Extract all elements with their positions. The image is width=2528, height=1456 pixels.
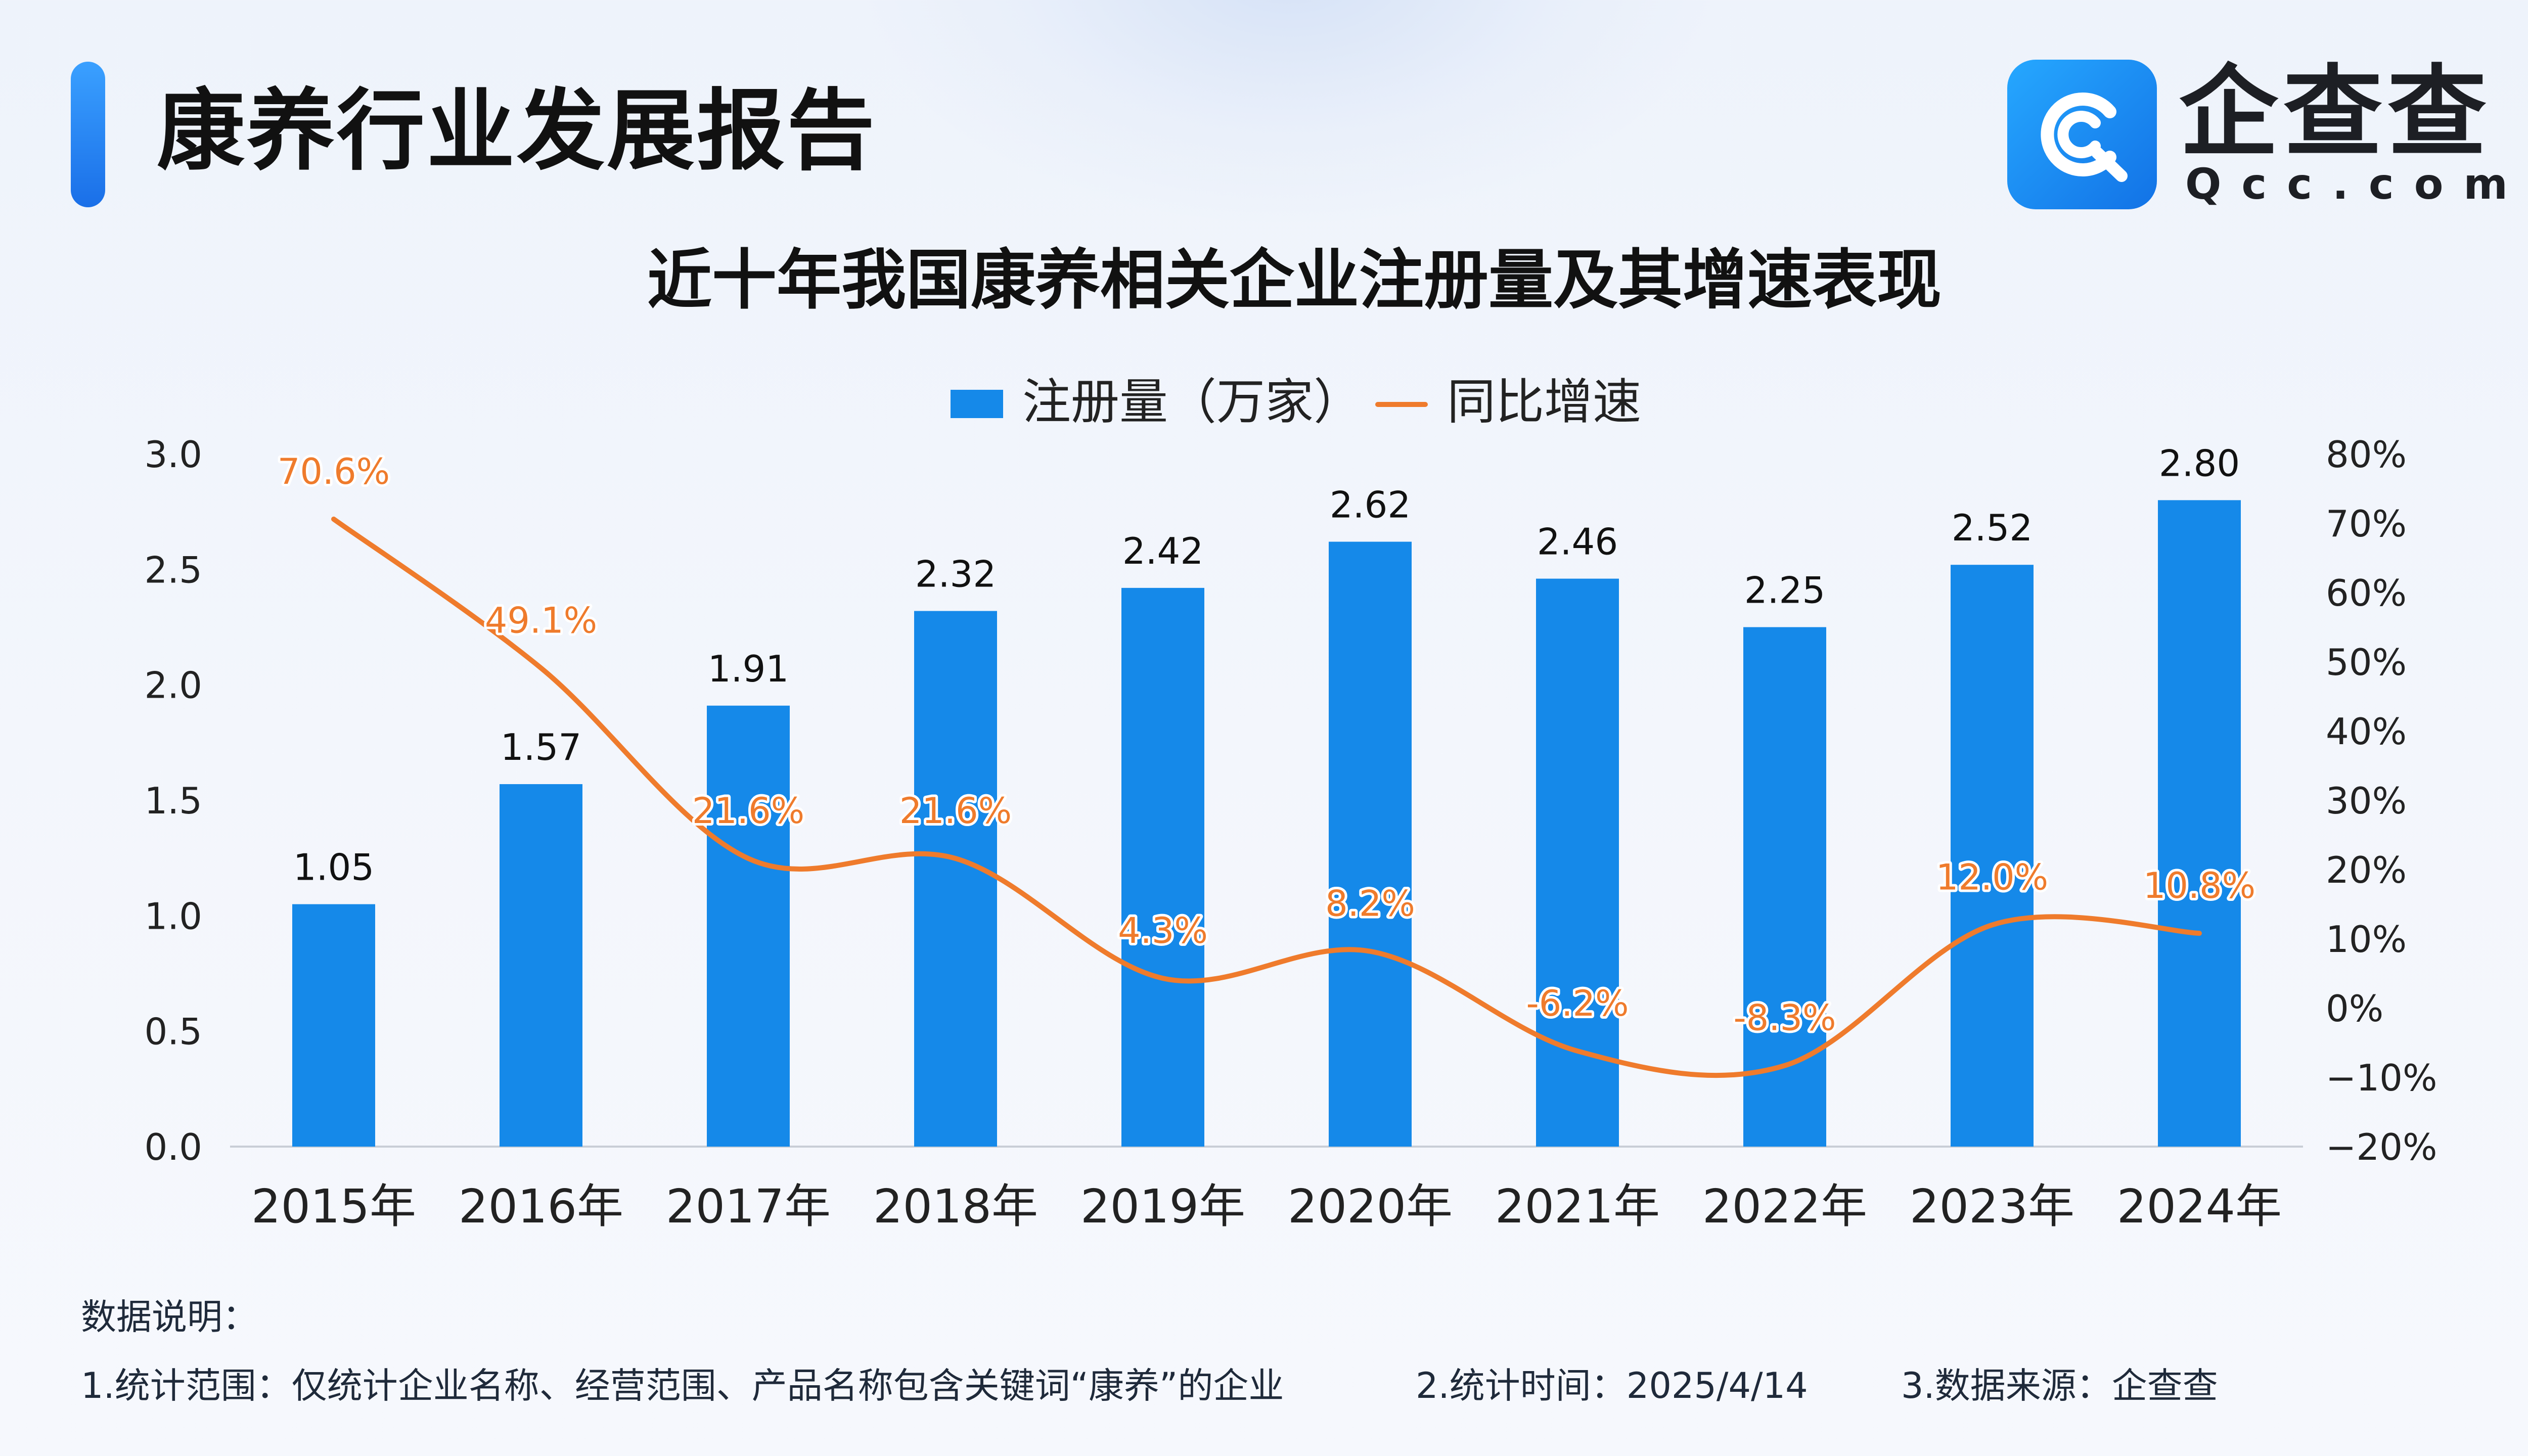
x-tick-label: 2016年 — [459, 1179, 623, 1234]
bar — [1329, 541, 1412, 1147]
note-source: 3.数据来源：企查查 — [1901, 1365, 2218, 1406]
bar-value-label: 1.05 — [293, 846, 374, 889]
growth-rate-label: 4.3% — [1118, 910, 1208, 951]
x-tick-label: 2021年 — [1495, 1179, 1660, 1234]
bar-value-label: 1.57 — [501, 726, 581, 768]
y-right-tick-label: 70% — [2326, 503, 2407, 545]
y-right-tick-label: 60% — [2326, 572, 2407, 614]
bar — [707, 705, 790, 1147]
growth-rate-label: 49.1% — [485, 600, 597, 641]
legend-line-swatch — [1375, 402, 1428, 407]
x-tick-label: 2017年 — [666, 1179, 831, 1234]
y-right-tick-label: 30% — [2326, 780, 2407, 822]
page-title: 康养行业发展报告 — [157, 80, 877, 183]
bar — [1536, 578, 1619, 1147]
x-tick-label: 2022年 — [1702, 1179, 1867, 1234]
growth-rate-label: 21.6% — [899, 790, 1012, 832]
y-left-tick-label: 1.5 — [144, 780, 202, 822]
bar-value-label: 2.25 — [1744, 569, 1825, 612]
x-tick-label: 2018年 — [873, 1179, 1038, 1234]
y-left-tick-label: 2.0 — [144, 664, 202, 707]
y-right-tick-label: 20% — [2326, 849, 2407, 891]
bar — [914, 611, 997, 1147]
bar — [1743, 627, 1826, 1147]
growth-rate-label: -8.3% — [1733, 997, 1836, 1039]
bar-value-label: 2.42 — [1122, 530, 1203, 572]
growth-rate-label: 12.0% — [1936, 857, 2048, 898]
y-right-tick-label: 50% — [2326, 641, 2407, 684]
y-left-tick-label: 3.0 — [144, 433, 202, 476]
bar-value-label: 2.52 — [1952, 507, 2033, 549]
bar-value-label: 1.91 — [708, 648, 789, 690]
bar — [1121, 587, 1204, 1147]
notes-heading: 数据说明： — [81, 1296, 258, 1338]
y-left-tick-label: 2.5 — [144, 549, 202, 591]
y-left-tick-label: 0.0 — [144, 1126, 202, 1168]
chart-title: 近十年我国康养相关企业注册量及其增速表现 — [647, 243, 1942, 318]
bar-value-label: 2.32 — [915, 553, 996, 596]
growth-rate-label: 8.2% — [1325, 883, 1415, 925]
bar-value-label: 2.62 — [1330, 484, 1411, 526]
growth-rate-label: 70.6% — [278, 451, 390, 492]
y-right-tick-label: −20% — [2326, 1126, 2437, 1168]
x-tick-label: 2015年 — [251, 1179, 416, 1234]
x-tick-label: 2024年 — [2117, 1179, 2282, 1234]
bar — [2158, 500, 2241, 1147]
bar — [292, 904, 375, 1147]
x-tick-label: 2023年 — [1910, 1179, 2074, 1234]
brand-logo: 企查查 Qcc.com — [2007, 55, 2528, 211]
x-tick-label: 2020年 — [1288, 1179, 1453, 1234]
bar — [1951, 565, 2034, 1147]
note-scope: 1.统计范围：仅统计企业名称、经营范围、产品名称包含关键词“康养”的企业 — [81, 1365, 1284, 1406]
y-right-tick-label: 80% — [2326, 433, 2407, 476]
qcc-logo-icon — [2007, 60, 2157, 209]
growth-rate-label: 21.6% — [692, 790, 804, 832]
y-left-tick-label: 1.0 — [144, 895, 202, 937]
legend-line-label: 同比增速 — [1447, 374, 1641, 430]
bar-value-label: 2.80 — [2159, 442, 2240, 484]
logo-text-cn: 企查查 — [2179, 55, 2492, 170]
growth-rate-line — [331, 516, 2202, 1078]
y-right-tick-label: 0% — [2326, 987, 2383, 1030]
y-right-tick-label: −10% — [2326, 1057, 2437, 1099]
legend-bar-label: 注册量（万家） — [1022, 374, 1362, 430]
legend-bar-swatch — [951, 390, 1003, 418]
logo-text-en: Qcc.com — [2185, 159, 2528, 209]
growth-rate-label: 10.8% — [2143, 865, 2255, 906]
growth-rate-label: -6.2% — [1526, 983, 1629, 1024]
header-accent-bar — [71, 62, 105, 207]
note-date: 2.统计时间：2025/4/14 — [1416, 1365, 1808, 1406]
y-right-tick-label: 40% — [2326, 710, 2407, 753]
y-right-tick-label: 10% — [2326, 918, 2407, 961]
x-tick-label: 2019年 — [1080, 1179, 1245, 1234]
y-left-tick-label: 0.5 — [144, 1011, 202, 1053]
bar-value-label: 2.46 — [1537, 521, 1618, 563]
bar — [500, 784, 582, 1147]
